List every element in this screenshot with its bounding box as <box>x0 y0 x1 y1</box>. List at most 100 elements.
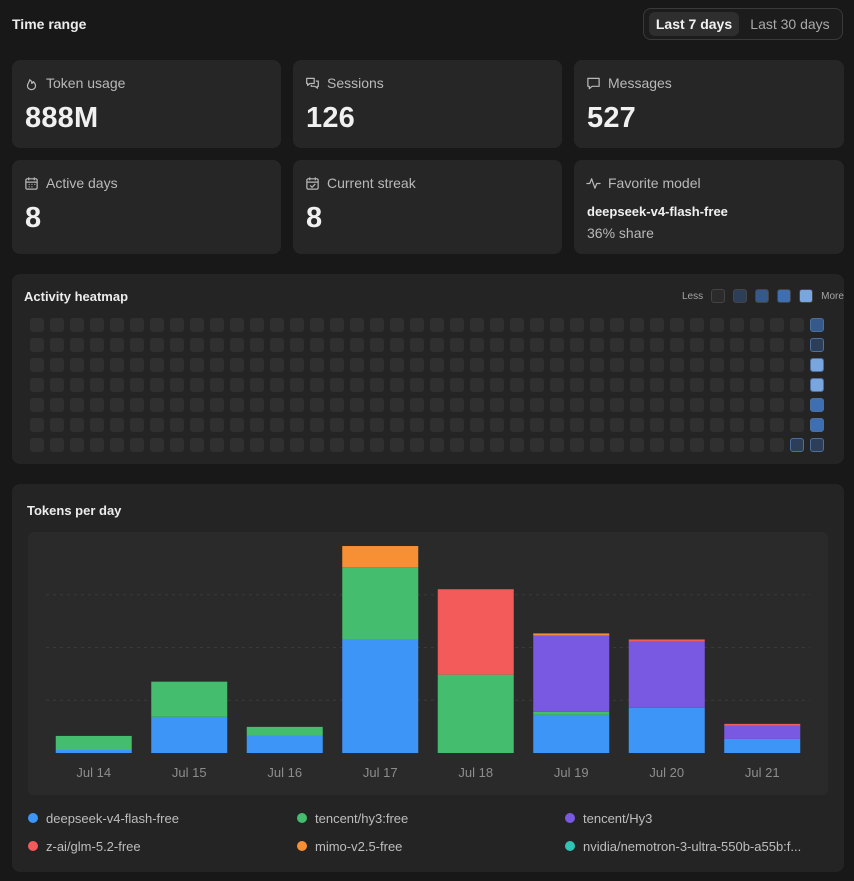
heatmap-cell <box>130 438 144 452</box>
x-tick-label: Jul 15 <box>172 765 207 780</box>
bar-segment[interactable] <box>533 633 610 636</box>
heatmap-cell <box>370 378 384 392</box>
activity-heatmap-title: Activity heatmap <box>24 289 129 304</box>
heatmap-cell <box>530 378 544 392</box>
heatmap-scale-level-3 <box>777 289 792 303</box>
heatmap-cell <box>350 338 364 352</box>
chat-bubbles-icon <box>306 77 319 89</box>
heatmap-cell <box>490 398 504 412</box>
heatmap-cell <box>770 418 784 432</box>
heatmap-cell <box>250 398 264 412</box>
legend-swatch <box>297 813 307 823</box>
heatmap-cell <box>370 358 384 372</box>
legend-item[interactable]: nvidia/nemotron-3-ultra-550b-a55b:f... <box>565 837 801 855</box>
heatmap-cell <box>450 418 464 432</box>
heatmap-cell <box>530 358 544 372</box>
tokens-chart-area: Jul 14 Jul 15 Jul 16 Jul 17 Jul 18 Jul 19 Jul … <box>28 532 828 795</box>
heatmap-cell <box>790 358 804 372</box>
heatmap-cell <box>670 438 684 452</box>
heatmap-cell <box>530 398 544 412</box>
heatmap-cell <box>350 358 364 372</box>
heatmap-cell <box>490 438 504 452</box>
heatmap-cell <box>630 438 644 452</box>
heatmap-cell <box>230 418 244 432</box>
bar-segment[interactable] <box>151 681 228 717</box>
heatmap-cell <box>390 378 404 392</box>
heatmap-cell <box>250 338 264 352</box>
heatmap-cell <box>650 378 664 392</box>
bar-segment[interactable] <box>533 714 610 753</box>
bar-segment[interactable] <box>55 735 132 750</box>
bar-segment[interactable] <box>628 639 705 642</box>
heatmap-cell <box>290 378 304 392</box>
legend-item[interactable]: tencent/Hy3 <box>565 809 652 827</box>
bar-segment[interactable] <box>437 674 514 753</box>
bar-segment[interactable] <box>246 726 323 736</box>
bar-segment[interactable] <box>724 738 801 753</box>
heatmap-cell <box>550 358 564 372</box>
last-30-days-button[interactable]: Last 30 days <box>750 16 830 32</box>
current-streak-label: Current streak <box>327 175 416 191</box>
heatmap-less-label: Less <box>682 290 704 302</box>
legend-item[interactable]: mimo-v2.5-free <box>297 837 402 855</box>
last-7-days-button[interactable]: Last 7 days <box>649 12 739 36</box>
bar-segment[interactable] <box>342 546 419 568</box>
bar-segment[interactable] <box>437 589 514 675</box>
bar-segment[interactable] <box>342 639 419 753</box>
heatmap-cell <box>110 398 124 412</box>
legend-item[interactable]: deepseek-v4-flash-free <box>28 809 179 827</box>
token-usage-value: 888M <box>25 102 99 134</box>
bar-segment[interactable] <box>151 716 228 753</box>
heatmap-cell <box>610 338 624 352</box>
heatmap-cell <box>470 438 484 452</box>
bar-segment[interactable] <box>724 725 801 739</box>
heatmap-cell <box>510 378 524 392</box>
heatmap-cell <box>90 358 104 372</box>
heatmap-cell <box>490 318 504 332</box>
legend-item[interactable]: tencent/hy3:free <box>297 809 408 827</box>
heatmap-cell <box>350 418 364 432</box>
heatmap-cell <box>370 318 384 332</box>
heatmap-cell <box>710 438 724 452</box>
heatmap-cell <box>270 418 284 432</box>
heatmap-cell <box>70 398 84 412</box>
heatmap-cell <box>690 378 704 392</box>
token-usage-label: Token usage <box>46 75 126 91</box>
heatmap-cell <box>510 398 524 412</box>
bar-segment[interactable] <box>342 567 419 640</box>
bar-segment[interactable] <box>628 641 705 708</box>
heatmap-cell <box>490 338 504 352</box>
heatmap-cell <box>730 438 744 452</box>
heatmap-cell <box>170 378 184 392</box>
bar-segment[interactable] <box>55 749 132 753</box>
heatmap-cell <box>50 358 64 372</box>
messages-label-row: Messages <box>586 74 672 92</box>
heatmap-cell <box>550 438 564 452</box>
bar-segment[interactable] <box>533 711 610 715</box>
heatmap-cell <box>330 378 344 392</box>
heatmap-cell <box>350 398 364 412</box>
heatmap-cell <box>170 438 184 452</box>
heatmap-cell <box>90 318 104 332</box>
heatmap-cell <box>570 438 584 452</box>
legend-item[interactable]: z-ai/glm-5.2-free <box>28 837 141 855</box>
heatmap-cell <box>110 338 124 352</box>
messages-value: 527 <box>587 102 636 134</box>
heatmap-cell <box>750 418 764 432</box>
heatmap-cell <box>370 438 384 452</box>
legend-swatch <box>565 841 575 851</box>
heatmap-cell <box>430 438 444 452</box>
heatmap-cell <box>130 378 144 392</box>
bar-segment[interactable] <box>533 635 610 712</box>
heatmap-cell <box>810 378 824 392</box>
bar-segment[interactable] <box>628 707 705 753</box>
heatmap-cell <box>310 378 324 392</box>
bar-segment[interactable] <box>246 735 323 753</box>
bar-segment[interactable] <box>724 723 801 726</box>
heatmap-cell <box>730 358 744 372</box>
heatmap-cell <box>650 398 664 412</box>
heatmap-cell <box>730 338 744 352</box>
heatmap-cell <box>470 358 484 372</box>
heatmap-cell <box>30 358 44 372</box>
heatmap-cell <box>110 358 124 372</box>
